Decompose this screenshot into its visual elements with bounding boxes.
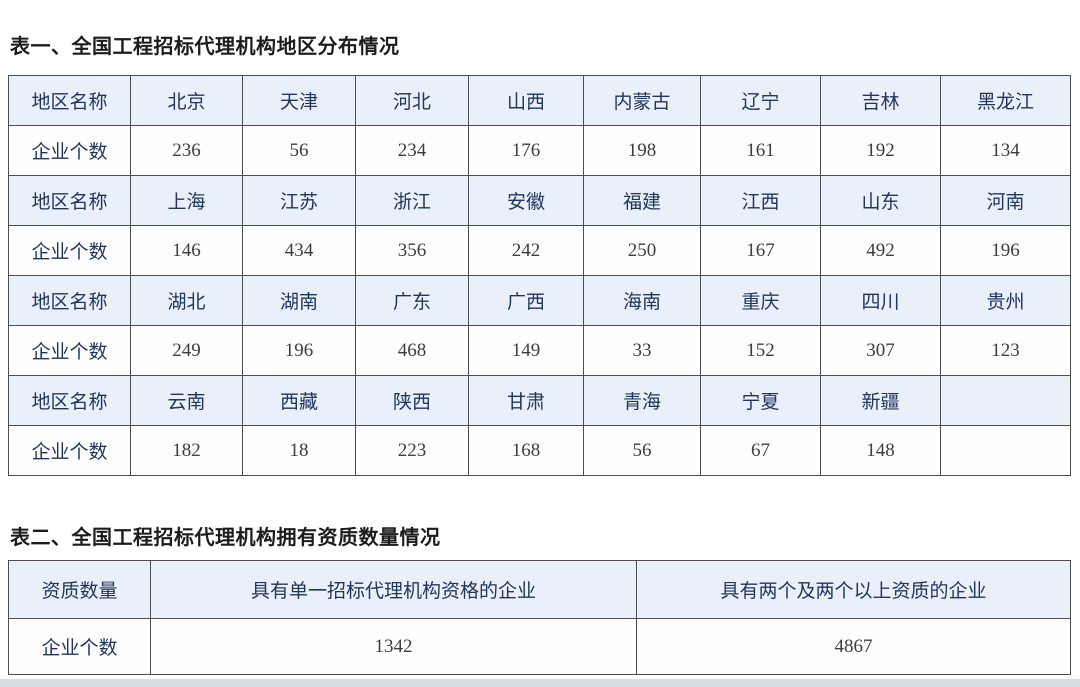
region-name-cell: 浙江 — [355, 175, 469, 226]
region-distribution-table: 地区名称 北京 天津 河北 山西 内蒙古 辽宁 吉林 黑龙江 企业个数 236 … — [8, 75, 1071, 476]
table-row-count-3: 企业个数 249 196 468 149 33 152 307 123 — [8, 325, 1071, 376]
company-count-cell: 242 — [468, 225, 584, 276]
multi-qualification-count-cell: 4867 — [636, 618, 1071, 675]
qualification-label-cell: 资质数量 — [8, 560, 151, 619]
company-count-cell: 56 — [583, 425, 701, 476]
qualification-count-table: 资质数量 具有单一招标代理机构资格的企业 具有两个及两个以上资质的企业 企业个数… — [8, 560, 1071, 675]
row-label-cell: 地区名称 — [8, 375, 131, 426]
company-count-cell: 249 — [130, 325, 243, 376]
company-count-cell: 56 — [242, 125, 356, 176]
company-count-cell: 176 — [468, 125, 584, 176]
region-name-cell: 青海 — [583, 375, 701, 426]
region-name-cell: 广东 — [355, 275, 469, 326]
row-label-cell: 企业个数 — [8, 125, 131, 176]
company-count-cell: 236 — [130, 125, 243, 176]
region-name-cell: 山东 — [820, 175, 941, 226]
region-name-cell: 湖南 — [242, 275, 356, 326]
table2-title: 表二、全国工程招标代理机构拥有资质数量情况 — [10, 527, 441, 549]
row-label-cell: 地区名称 — [8, 275, 131, 326]
region-name-cell: 上海 — [130, 175, 243, 226]
company-count-cell: 356 — [355, 225, 469, 276]
table-row-count-1: 企业个数 236 56 234 176 198 161 192 134 — [8, 125, 1071, 176]
region-name-cell: 西藏 — [242, 375, 356, 426]
company-count-cell: 182 — [130, 425, 243, 476]
region-name-cell: 河南 — [940, 175, 1071, 226]
region-name-cell: 河北 — [355, 75, 469, 126]
company-count-cell: 223 — [355, 425, 469, 476]
row-label-cell: 地区名称 — [8, 75, 131, 126]
row-label-cell: 企业个数 — [8, 325, 131, 376]
region-name-cell: 天津 — [242, 75, 356, 126]
table-row-qualification-header: 资质数量 具有单一招标代理机构资格的企业 具有两个及两个以上资质的企业 — [8, 560, 1071, 619]
company-count-cell: 250 — [583, 225, 701, 276]
table-row-region-2: 地区名称 上海 江苏 浙江 安徽 福建 江西 山东 河南 — [8, 175, 1071, 226]
single-qualification-header-cell: 具有单一招标代理机构资格的企业 — [150, 560, 637, 619]
company-count-cell: 307 — [820, 325, 941, 376]
row-label-cell: 地区名称 — [8, 175, 131, 226]
company-count-cell: 192 — [820, 125, 941, 176]
region-name-cell: 江西 — [700, 175, 821, 226]
region-name-cell: 安徽 — [468, 175, 584, 226]
company-count-cell: 434 — [242, 225, 356, 276]
table-row-region-3: 地区名称 湖北 湖南 广东 广西 海南 重庆 四川 贵州 — [8, 275, 1071, 326]
region-name-cell: 海南 — [583, 275, 701, 326]
region-name-cell-empty — [940, 375, 1071, 426]
region-name-cell: 黑龙江 — [940, 75, 1071, 126]
region-name-cell: 山西 — [468, 75, 584, 126]
company-count-cell: 468 — [355, 325, 469, 376]
company-count-cell: 492 — [820, 225, 941, 276]
single-qualification-count-cell: 1342 — [150, 618, 637, 675]
company-count-cell-empty — [940, 425, 1071, 476]
region-name-cell: 甘肃 — [468, 375, 584, 426]
company-count-cell: 161 — [700, 125, 821, 176]
region-name-cell: 北京 — [130, 75, 243, 126]
row-label-cell: 企业个数 — [8, 618, 151, 675]
table-row-count-4: 企业个数 182 18 223 168 56 67 148 — [8, 425, 1071, 476]
bottom-edge-strip — [0, 679, 1080, 687]
company-count-cell: 152 — [700, 325, 821, 376]
company-count-cell: 67 — [700, 425, 821, 476]
table-row-region-4: 地区名称 云南 西藏 陕西 甘肃 青海 宁夏 新疆 — [8, 375, 1071, 426]
region-name-cell: 四川 — [820, 275, 941, 326]
region-name-cell: 辽宁 — [700, 75, 821, 126]
company-count-cell: 196 — [940, 225, 1071, 276]
company-count-cell: 18 — [242, 425, 356, 476]
company-count-cell: 167 — [700, 225, 821, 276]
company-count-cell: 168 — [468, 425, 584, 476]
region-name-cell: 内蒙古 — [583, 75, 701, 126]
region-name-cell: 江苏 — [242, 175, 356, 226]
company-count-cell: 148 — [820, 425, 941, 476]
company-count-cell: 146 — [130, 225, 243, 276]
region-name-cell: 湖北 — [130, 275, 243, 326]
company-count-cell: 234 — [355, 125, 469, 176]
region-name-cell: 重庆 — [700, 275, 821, 326]
company-count-cell: 196 — [242, 325, 356, 376]
table-row-region-1: 地区名称 北京 天津 河北 山西 内蒙古 辽宁 吉林 黑龙江 — [8, 75, 1071, 126]
company-count-cell: 134 — [940, 125, 1071, 176]
region-name-cell: 吉林 — [820, 75, 941, 126]
company-count-cell: 123 — [940, 325, 1071, 376]
table-row-qualification-counts: 企业个数 1342 4867 — [8, 618, 1071, 675]
region-name-cell: 宁夏 — [700, 375, 821, 426]
region-name-cell: 新疆 — [820, 375, 941, 426]
region-name-cell: 陕西 — [355, 375, 469, 426]
company-count-cell: 149 — [468, 325, 584, 376]
table1-title: 表一、全国工程招标代理机构地区分布情况 — [10, 36, 400, 58]
row-label-cell: 企业个数 — [8, 225, 131, 276]
region-name-cell: 广西 — [468, 275, 584, 326]
region-name-cell: 福建 — [583, 175, 701, 226]
company-count-cell: 33 — [583, 325, 701, 376]
company-count-cell: 198 — [583, 125, 701, 176]
multi-qualification-header-cell: 具有两个及两个以上资质的企业 — [636, 560, 1071, 619]
region-name-cell: 贵州 — [940, 275, 1071, 326]
table-row-count-2: 企业个数 146 434 356 242 250 167 492 196 — [8, 225, 1071, 276]
region-name-cell: 云南 — [130, 375, 243, 426]
row-label-cell: 企业个数 — [8, 425, 131, 476]
